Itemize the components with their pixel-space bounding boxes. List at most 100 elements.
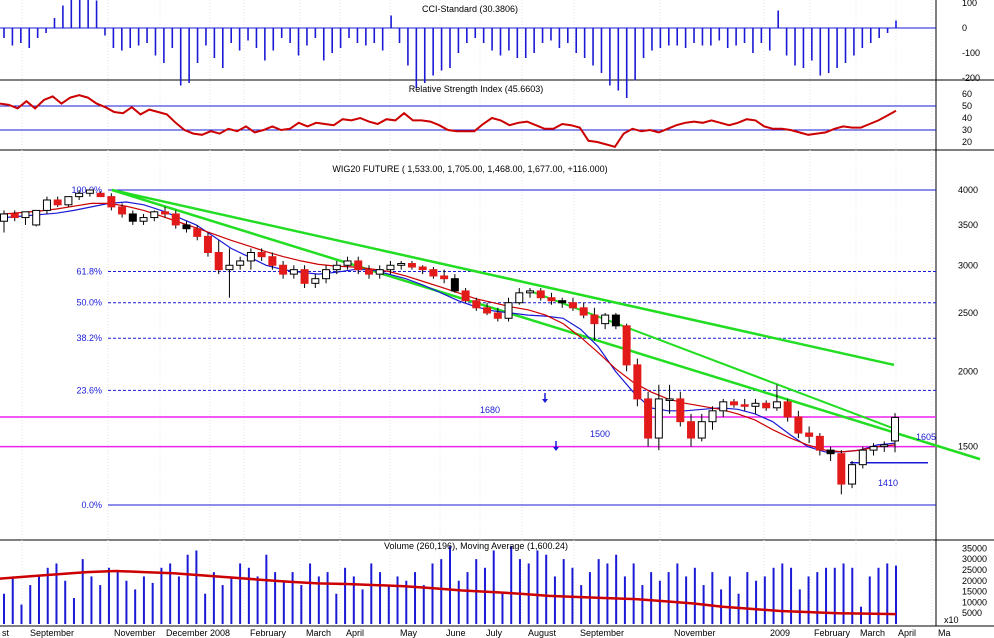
- candle-body: [772, 401, 781, 409]
- price-tick-label: 2000: [958, 366, 978, 376]
- x-axis-label: 2008: [210, 628, 230, 638]
- rsi-tick-label: 30: [962, 125, 972, 135]
- volume-tick-label: 5000: [962, 608, 982, 618]
- cci-tick-label: -200: [962, 73, 980, 83]
- volume-tick-label: 25000: [962, 565, 987, 575]
- candle-body: [429, 269, 438, 277]
- level-annotation: 1410: [878, 478, 898, 488]
- candle-body: [375, 269, 384, 275]
- candle-body: [590, 314, 599, 325]
- candle-body: [53, 199, 62, 206]
- volume-tick-label: 15000: [962, 587, 987, 597]
- cci-tick-label: 0: [962, 23, 967, 33]
- candle-body: [837, 453, 846, 485]
- volume-tick-label: 35000: [962, 543, 987, 553]
- candle-body: [504, 302, 513, 319]
- x-axis-label: April: [346, 628, 364, 638]
- candle-body: [85, 189, 94, 194]
- x-axis-label: June: [446, 628, 466, 638]
- candle-body: [687, 421, 696, 439]
- rsi-tick-label: 60: [962, 89, 972, 99]
- x-axis-label: st: [2, 628, 10, 638]
- candle-body: [515, 292, 524, 304]
- candle-body: [558, 300, 567, 304]
- fibonacci-level-label: 38.2%: [76, 333, 102, 343]
- candle-body: [579, 307, 588, 316]
- volume-moving-average: [0, 569, 897, 616]
- candle-body: [633, 364, 642, 400]
- candle-body: [826, 449, 835, 455]
- trend-line: [529, 289, 896, 430]
- candle-body: [654, 398, 663, 439]
- candle-body: [236, 260, 245, 266]
- candle-body: [665, 398, 674, 401]
- candle-body: [719, 401, 728, 412]
- down-arrow-head: [553, 447, 559, 451]
- rsi-tick-label: 20: [962, 137, 972, 147]
- volume-tick-label: 10000: [962, 597, 987, 607]
- cci-tick-label: 100: [962, 0, 977, 8]
- candle-body: [193, 228, 202, 237]
- fibonacci-level-label: 23.6%: [76, 385, 102, 395]
- candle-body: [547, 297, 556, 302]
- candle-body: [697, 421, 706, 439]
- candle-body: [203, 235, 212, 254]
- candle-body: [472, 300, 481, 309]
- x-axis-label: November: [674, 628, 716, 638]
- candle-body: [536, 290, 545, 299]
- price-tick-label: 2500: [958, 308, 978, 318]
- candle-body: [128, 213, 137, 222]
- candle-body: [397, 263, 406, 266]
- candle-body: [64, 196, 73, 206]
- candle-body: [783, 401, 792, 418]
- candle-body: [10, 213, 19, 219]
- price-tick-label: 4000: [958, 185, 978, 195]
- candle-body: [644, 398, 653, 439]
- rsi-line: [0, 94, 897, 148]
- x-axis-label: May: [400, 628, 418, 638]
- candle-body: [322, 269, 331, 280]
- candle-body: [386, 264, 395, 271]
- x-axis-label: March: [306, 628, 331, 638]
- candle-body: [858, 449, 867, 466]
- candle-body: [461, 290, 470, 302]
- moving-average-fast: [3, 201, 896, 453]
- x-axis-label: March: [860, 628, 885, 638]
- candle-body: [139, 217, 148, 222]
- candle-body: [257, 252, 266, 258]
- down-arrow-head: [542, 399, 548, 403]
- candle-body: [880, 444, 889, 448]
- candle-body: [729, 401, 738, 406]
- volume-tick-label: 30000: [962, 554, 987, 564]
- candle-body: [483, 307, 492, 314]
- candle-body: [601, 314, 610, 325]
- candle-body: [107, 196, 116, 208]
- price-tick-label: 1500: [958, 442, 978, 452]
- candle-body: [751, 402, 760, 407]
- fibonacci-level-label: 0.0%: [81, 500, 102, 510]
- candle-body: [300, 269, 309, 284]
- cci-tick-label: -100: [962, 48, 980, 58]
- candle-body: [891, 416, 899, 442]
- candle-body: [418, 266, 427, 271]
- candle-body: [150, 211, 159, 219]
- fibonacci-level-label: 50.0%: [76, 298, 102, 308]
- rsi-title: Relative Strength Index (45.6603): [409, 84, 544, 94]
- volume-scale-note: x10: [944, 615, 959, 625]
- volume-title: Volume (260,196), Moving Average (1,600.…: [384, 541, 568, 551]
- x-axis-label: September: [580, 628, 624, 638]
- candle-body: [805, 432, 814, 437]
- x-axis-label: February: [814, 628, 851, 638]
- candle-body: [440, 275, 449, 280]
- candle-body: [96, 192, 105, 198]
- rsi-tick-label: 50: [962, 101, 972, 111]
- x-axis-label: February: [250, 628, 287, 638]
- candle-body: [0, 213, 8, 222]
- candle-body: [332, 264, 341, 271]
- candle-body: [568, 302, 577, 309]
- trend-line: [111, 188, 981, 461]
- moving-average-slow: [3, 202, 896, 453]
- candle-body: [42, 199, 51, 211]
- level-annotation: 1680: [480, 405, 500, 415]
- candle-body: [21, 211, 30, 219]
